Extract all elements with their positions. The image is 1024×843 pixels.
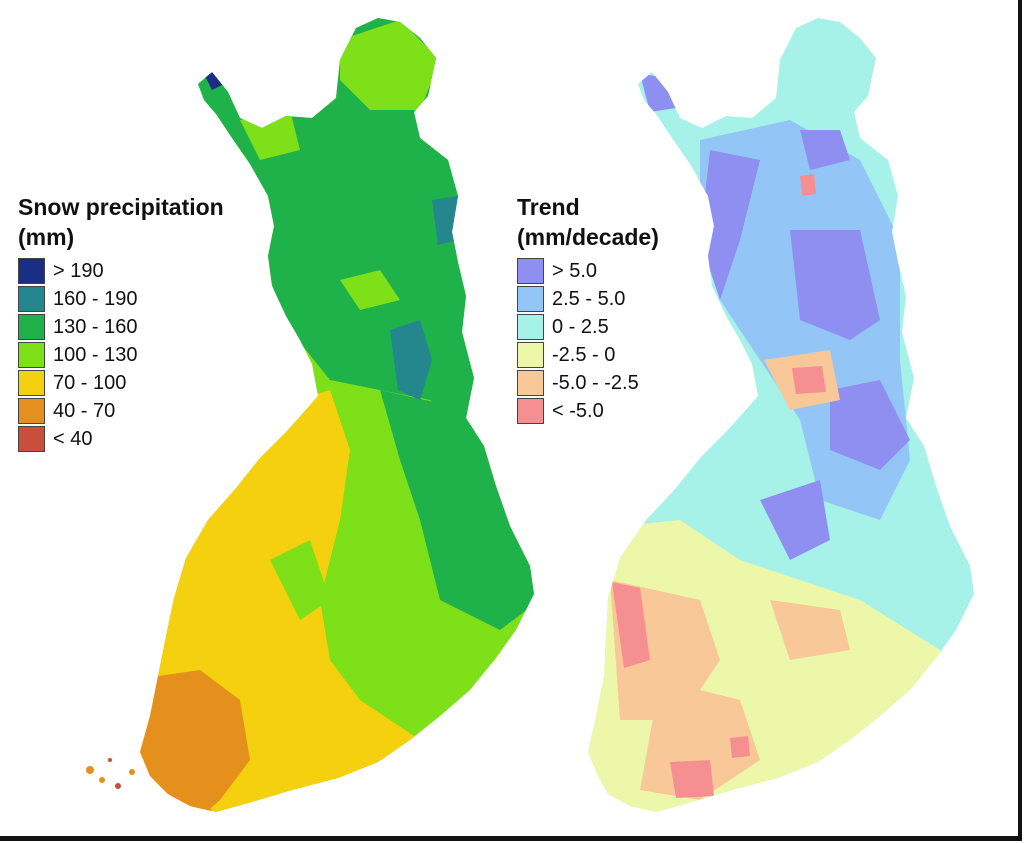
legend-swatch (18, 342, 45, 368)
legend-item: 160 - 190 (18, 285, 224, 313)
legend-swatch (18, 286, 45, 312)
legend-swatch (18, 314, 45, 340)
legend-label: -2.5 - 0 (552, 343, 616, 366)
legend-swatch (517, 342, 544, 368)
legend-title: Snow precipitation (mm) (18, 194, 224, 250)
legend-item: > 5.0 (517, 257, 659, 285)
legend-item: 100 - 130 (18, 341, 224, 369)
legend-label: 70 - 100 (53, 371, 127, 394)
legend-item: < -5.0 (517, 397, 659, 425)
legend-swatch (517, 398, 544, 424)
legend-label: 40 - 70 (53, 399, 116, 422)
legend-swatch (517, 286, 544, 312)
legend-swatch (18, 398, 45, 424)
snow-precipitation-legend: Snow precipitation (mm) > 190 160 - 190 … (18, 192, 224, 453)
legend-swatch (18, 370, 45, 396)
legend-item: -2.5 - 0 (517, 341, 659, 369)
legend-swatch (18, 426, 45, 452)
trend-legend: Trend (mm/decade) > 5.0 2.5 - 5.0 0 - 2.… (517, 192, 659, 425)
legend-label: 0 - 2.5 (552, 315, 609, 338)
legend-item: 0 - 2.5 (517, 313, 659, 341)
legend-label: 130 - 160 (53, 315, 138, 338)
legend-item: -5.0 - -2.5 (517, 369, 659, 397)
legend-label: < -5.0 (552, 399, 604, 422)
legend-swatch (18, 258, 45, 284)
legend-item: < 40 (18, 425, 224, 453)
legend-label: > 5.0 (552, 259, 598, 282)
legend-label: 2.5 - 5.0 (552, 287, 626, 310)
legend-items: > 5.0 2.5 - 5.0 0 - 2.5 -2.5 - 0 -5.0 - … (517, 257, 659, 425)
legend-item: 130 - 160 (18, 313, 224, 341)
legend-title: Trend (mm/decade) (517, 194, 659, 250)
legend-items: > 190 160 - 190 130 - 160 100 - 130 70 -… (18, 257, 224, 453)
legend-swatch (517, 258, 544, 284)
legend-label: < 40 (53, 427, 93, 450)
legend-item: 2.5 - 5.0 (517, 285, 659, 313)
legend-label: 100 - 130 (53, 343, 138, 366)
left-archipelago (86, 758, 135, 789)
legend-item: 70 - 100 (18, 369, 224, 397)
legend-label: -5.0 - -2.5 (552, 371, 639, 394)
legend-swatch (517, 370, 544, 396)
legend-item: 40 - 70 (18, 397, 224, 425)
legend-swatch (517, 314, 544, 340)
legend-item: > 190 (18, 257, 224, 285)
legend-label: > 190 (53, 259, 104, 282)
legend-label: 160 - 190 (53, 287, 138, 310)
